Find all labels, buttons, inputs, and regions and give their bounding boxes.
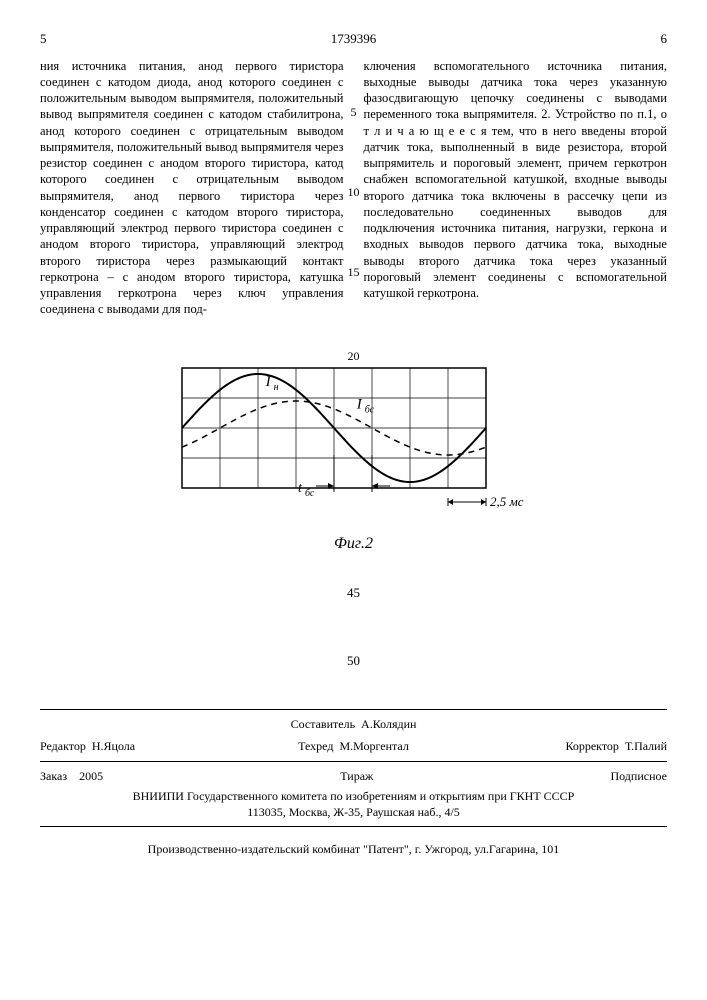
divider	[40, 709, 667, 710]
figure-caption: Фиг.2	[40, 533, 667, 555]
tech-label: Техред	[298, 739, 333, 753]
left-column: ния источника питания, анод первого тири…	[40, 58, 344, 318]
corrector-name: Т.Палий	[625, 739, 667, 753]
order-number: 2005	[79, 769, 103, 783]
order-line: Заказ 2005 Тираж Подписное	[40, 768, 667, 784]
order-label: Заказ	[40, 769, 67, 783]
svg-text:бс: бс	[364, 404, 374, 415]
org-line-2: 113035, Москва, Ж-35, Раушская наб., 4/5	[40, 804, 667, 820]
margin-mark: 20	[348, 348, 360, 364]
svg-text:I: I	[355, 396, 362, 412]
right-column: ключения вспомогательного источника пита…	[364, 58, 668, 318]
editor-label: Редактор	[40, 739, 86, 753]
credits-line: Редактор Н.Яцола Техред М.Моргентал Корр…	[40, 738, 667, 754]
editor-name: Н.Яцола	[92, 739, 135, 753]
tirazh-label: Тираж	[340, 769, 373, 783]
compiler-label: Составитель	[291, 717, 355, 731]
page-header: 5 1739396 6	[40, 30, 667, 48]
divider	[40, 761, 667, 762]
svg-text:I: I	[264, 374, 271, 390]
tech-name: М.Моргентал	[339, 739, 408, 753]
content-wrap: ния источника питания, анод первого тири…	[40, 58, 667, 318]
col-number-right: 6	[661, 30, 668, 48]
compiler-name: А.Колядин	[361, 717, 416, 731]
footer: Составитель А.Колядин Редактор Н.Яцола Т…	[40, 709, 667, 857]
subscription-label: Подписное	[610, 769, 667, 783]
margin-mark: 10	[348, 184, 360, 200]
figure-svg: IнIбсtбс2,5 мс	[172, 358, 536, 528]
document-number: 1739396	[331, 30, 377, 48]
svg-text:бс: бс	[305, 488, 315, 499]
print-line: Производственно-издательский комбинат "П…	[40, 841, 667, 857]
compiler-line: Составитель А.Колядин	[40, 716, 667, 732]
col-number-left: 5	[40, 30, 47, 48]
margin-mark: 5	[351, 104, 357, 120]
editor-block: Редактор Н.Яцола	[40, 738, 249, 754]
margin-mark: 45	[347, 585, 360, 600]
corrector-label: Корректор	[565, 739, 619, 753]
svg-text:2,5 мс: 2,5 мс	[490, 494, 524, 509]
margin-mark: 15	[348, 264, 360, 280]
divider	[40, 826, 667, 827]
org-line-1: ВНИИПИ Государственного комитета по изоб…	[40, 788, 667, 804]
tech-block: Техред М.Моргентал	[249, 738, 458, 754]
corrector-block: Корректор Т.Палий	[458, 738, 667, 754]
svg-text:н: н	[273, 382, 278, 393]
figure-2: IнIбсtбс2,5 мс Фиг.2	[40, 358, 667, 555]
margin-mark: 50	[347, 653, 360, 668]
